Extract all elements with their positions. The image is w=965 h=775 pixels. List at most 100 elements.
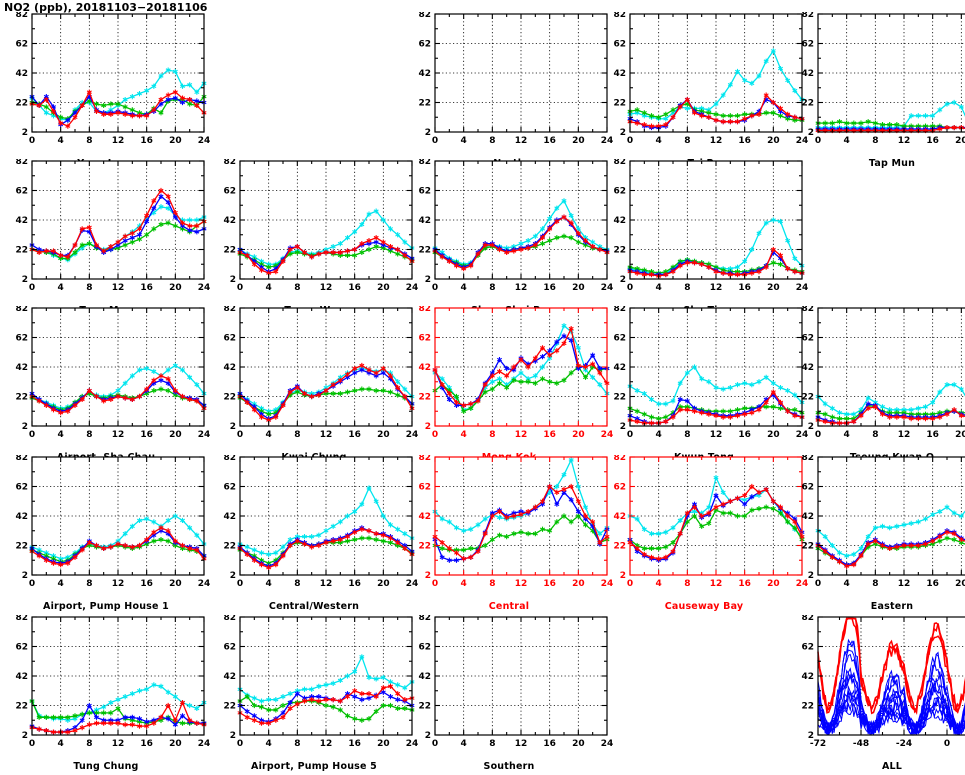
data-marker <box>158 683 164 689</box>
data-marker <box>373 239 379 245</box>
data-marker <box>590 243 596 250</box>
panel-title: Causeway Bay <box>664 601 744 612</box>
data-marker <box>244 399 250 405</box>
data-marker <box>359 535 365 541</box>
y-tick-label: 62 <box>223 187 236 197</box>
y-tick-label: 2 <box>808 571 814 581</box>
data-marker <box>763 504 769 510</box>
data-marker <box>554 519 560 525</box>
data-marker <box>352 694 358 700</box>
data-marker <box>309 254 315 260</box>
data-marker <box>532 355 538 361</box>
data-marker <box>101 710 107 716</box>
x-tick-label: 20 <box>955 430 965 440</box>
y-tick-label: 22 <box>223 542 236 552</box>
x-tick-label: 0 <box>944 739 950 749</box>
data-marker <box>763 58 769 64</box>
data-marker <box>561 198 567 204</box>
x-tick-label: 8 <box>294 283 300 293</box>
data-marker <box>547 483 553 490</box>
data-marker <box>194 532 200 538</box>
data-marker <box>108 699 114 706</box>
x-tick-label: 4 <box>58 283 64 293</box>
x-tick-label: 8 <box>489 430 495 440</box>
data-marker <box>395 705 401 712</box>
data-marker <box>380 532 386 538</box>
data-marker <box>734 119 741 125</box>
data-marker <box>930 538 936 544</box>
data-marker <box>309 393 315 400</box>
data-marker <box>496 380 503 386</box>
data-marker <box>194 217 200 223</box>
data-marker <box>648 531 655 537</box>
data-marker <box>79 242 85 248</box>
data-marker <box>727 119 733 125</box>
data-marker <box>575 345 581 351</box>
data-marker <box>136 542 143 549</box>
y-tick-label: 82 <box>801 455 814 463</box>
data-marker <box>36 398 42 404</box>
data-marker <box>395 385 401 391</box>
data-marker <box>706 504 712 510</box>
data-marker <box>879 542 886 549</box>
data-marker <box>194 229 200 235</box>
series-line-general <box>817 638 965 736</box>
data-marker <box>187 101 193 107</box>
data-marker <box>851 562 857 568</box>
data-marker <box>713 492 719 498</box>
data-marker <box>770 246 776 253</box>
x-tick-label: 24 <box>198 739 210 749</box>
data-marker <box>879 404 886 410</box>
data-marker <box>151 519 157 525</box>
data-marker <box>539 354 546 360</box>
data-marker <box>894 523 900 529</box>
x-tick-label: 20 <box>377 283 390 293</box>
data-marker <box>951 531 957 537</box>
data-marker <box>575 226 581 232</box>
data-marker <box>330 538 336 544</box>
data-marker <box>641 122 647 128</box>
data-marker <box>359 691 365 697</box>
x-tick-label: 20 <box>955 136 965 146</box>
data-marker <box>937 389 943 395</box>
data-marker <box>894 122 900 128</box>
data-marker <box>101 102 107 109</box>
data-marker <box>65 254 71 260</box>
y-tick-label: 42 <box>613 216 626 226</box>
data-marker <box>101 545 107 552</box>
data-marker <box>136 113 143 119</box>
data-marker <box>518 370 524 376</box>
data-marker <box>330 704 336 710</box>
data-marker <box>323 539 329 546</box>
x-tick-label: 0 <box>815 430 821 440</box>
data-marker <box>720 386 726 392</box>
data-marker <box>194 398 200 404</box>
data-marker <box>713 385 719 391</box>
data-marker <box>273 550 279 556</box>
data-marker <box>316 683 322 689</box>
data-marker <box>727 113 733 119</box>
data-marker <box>366 674 372 681</box>
data-marker <box>151 198 157 204</box>
data-marker <box>561 214 567 220</box>
data-marker <box>366 528 372 534</box>
data-marker <box>352 388 358 394</box>
x-tick-label: 4 <box>461 136 467 146</box>
data-marker <box>395 379 401 385</box>
x-tick-label: 0 <box>237 283 243 293</box>
x-tick-label: 24 <box>796 430 808 440</box>
data-marker <box>58 714 64 720</box>
data-marker <box>575 362 581 369</box>
data-marker <box>561 513 567 519</box>
data-marker <box>72 249 78 256</box>
data-marker <box>287 389 293 395</box>
x-tick-label: 16 <box>543 579 556 589</box>
y-tick-label: 42 <box>801 363 814 373</box>
y-tick-label: 22 <box>15 542 28 552</box>
data-marker <box>670 548 676 554</box>
data-marker <box>958 537 964 543</box>
data-marker <box>266 697 272 703</box>
data-marker <box>525 238 531 244</box>
y-tick-label: 62 <box>15 483 28 493</box>
